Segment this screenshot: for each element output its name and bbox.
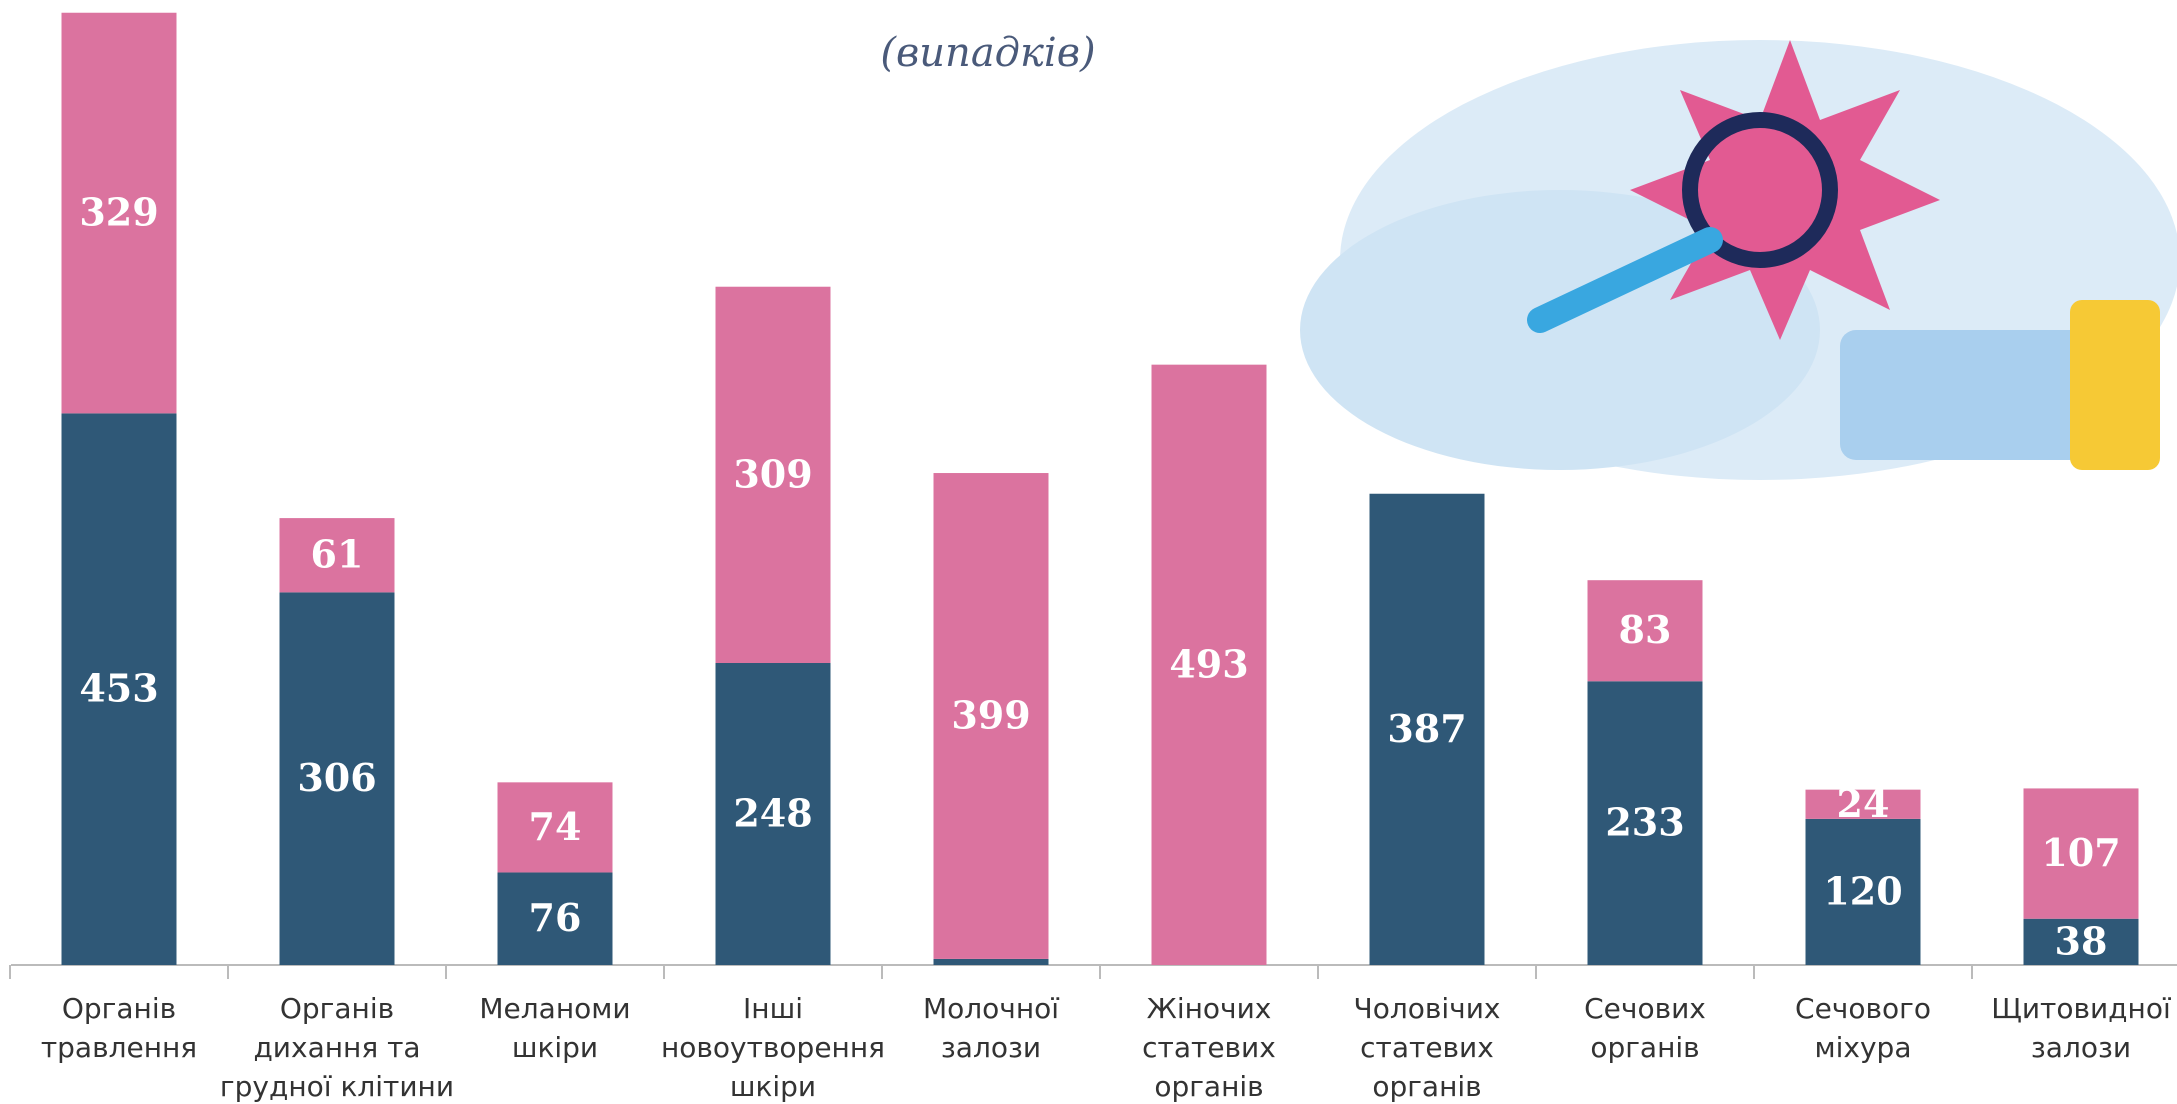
data-label: 61 [311,532,364,577]
data-label: 83 [1619,607,1672,652]
data-label: 493 [1169,641,1248,686]
data-label: 38 [2055,918,2108,963]
bar-segment [497,872,613,965]
chart-title: (випадків) [880,30,1095,76]
data-label: 76 [529,895,582,940]
data-label: 329 [79,190,158,235]
bar-segment [279,592,395,965]
x-tick-label: Інші новоутворення шкіри [661,992,885,1103]
bar-segment [1805,789,1921,819]
x-tick-label: Жіночих статевих органів [1142,992,1276,1103]
x-tick-label: Сечового міхура [1795,992,1931,1064]
x-tick-label: Чоловічих статевих органів [1354,992,1501,1103]
x-tick-label: Органів травлення [41,992,197,1064]
data-label: 309 [733,451,812,496]
x-tick-label: Молочної залози [923,992,1059,1064]
bar-segment [933,958,1049,965]
x-tick-label: Сечових органів [1584,992,1706,1064]
bar-segment [933,473,1049,959]
data-label: 306 [297,755,376,800]
bar-segment [1587,580,1703,682]
data-label: 74 [529,804,582,849]
bar-segment [279,518,395,593]
bar-segment [1151,364,1267,965]
bar-segment [1805,818,1921,965]
bar-segment [1587,681,1703,965]
bar-segment [1369,493,1485,965]
data-label: 107 [2041,830,2120,875]
illustration [1300,40,2177,480]
bar-segment [715,286,831,664]
x-tick-label: Органів дихання та грудної клітини [220,992,454,1103]
data-label: 399 [951,692,1030,737]
bar-segment [61,12,177,414]
data-label: 120 [1823,868,1902,913]
x-tick-label: Щитовидної залози [1991,992,2171,1064]
bar-segment [61,413,177,965]
data-label: 387 [1387,706,1466,751]
bar-segment [497,782,613,873]
x-tick-label: Меланоми шкіри [479,992,630,1064]
data-label: 248 [733,791,812,836]
data-label: 453 [79,666,158,711]
bar-segment [2023,788,2139,919]
data-label: 24 [1837,781,1890,826]
data-label: 233 [1605,800,1684,845]
bar-segment [2023,918,2139,965]
bar-segment [715,663,831,965]
